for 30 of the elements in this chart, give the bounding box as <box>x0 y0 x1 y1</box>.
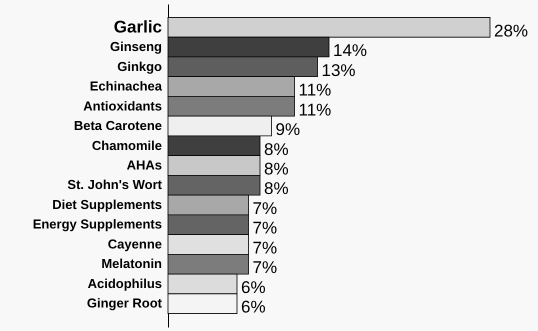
data-label: 9% <box>276 120 300 140</box>
data-label: 8% <box>264 179 289 198</box>
data-label: 7% <box>252 258 278 278</box>
data-label: 28% <box>494 21 528 40</box>
data-label: 8% <box>264 140 289 159</box>
y-tick-label: Garlic <box>114 17 162 36</box>
y-tick-label: AHAs <box>126 158 162 172</box>
data-label: 8% <box>264 160 289 178</box>
data-label: 11% <box>298 100 332 120</box>
y-tick-label: Beta Carotene <box>74 118 162 134</box>
y-tick-label: Cayenne <box>108 236 162 252</box>
data-label: 6% <box>241 278 266 297</box>
data-label: 13% <box>322 60 356 80</box>
data-label: 7% <box>252 218 278 238</box>
y-tick-label: Ginseng <box>110 39 162 54</box>
y-tick-label: Antioxidants <box>83 98 162 114</box>
y-tick-label: Diet Supplements <box>52 196 162 212</box>
data-label: 7% <box>252 198 278 218</box>
y-tick-label: Echinachea <box>90 78 163 94</box>
y-tick-label: Energy Supplements <box>32 216 162 232</box>
y-tick-label: Ginger Root <box>86 296 163 311</box>
data-label: 11% <box>298 80 332 100</box>
data-label: 7% <box>252 238 278 258</box>
y-tick-label: St. John's Wort <box>67 177 163 192</box>
data-label: 6% <box>241 298 266 317</box>
y-tick-label: Ginkgo <box>117 58 162 74</box>
y-tick-label: Acidophilus <box>88 276 162 291</box>
y-tick-label: Melatonin <box>101 256 162 272</box>
data-label: 14% <box>333 41 368 60</box>
y-tick-label: Chamomile <box>92 138 162 153</box>
